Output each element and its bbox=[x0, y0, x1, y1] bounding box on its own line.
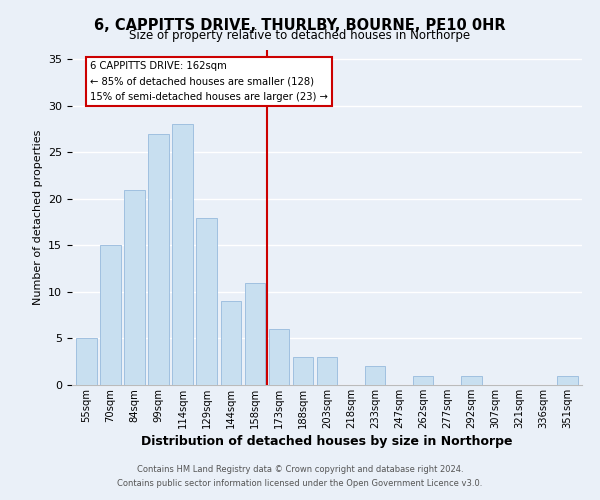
Bar bbox=[461, 376, 482, 385]
X-axis label: Distribution of detached houses by size in Northorpe: Distribution of detached houses by size … bbox=[141, 435, 513, 448]
Y-axis label: Number of detached properties: Number of detached properties bbox=[32, 130, 43, 305]
Bar bbox=[557, 376, 578, 385]
Bar bbox=[365, 366, 385, 385]
Bar bbox=[317, 357, 337, 385]
Bar bbox=[221, 301, 241, 385]
Text: 6, CAPPITTS DRIVE, THURLBY, BOURNE, PE10 0HR: 6, CAPPITTS DRIVE, THURLBY, BOURNE, PE10… bbox=[94, 18, 506, 32]
Text: 6 CAPPITTS DRIVE: 162sqm
← 85% of detached houses are smaller (128)
15% of semi-: 6 CAPPITTS DRIVE: 162sqm ← 85% of detach… bbox=[90, 61, 328, 102]
Bar bbox=[413, 376, 433, 385]
Bar bbox=[148, 134, 169, 385]
Bar bbox=[76, 338, 97, 385]
Bar bbox=[245, 282, 265, 385]
Bar bbox=[196, 218, 217, 385]
Bar bbox=[100, 246, 121, 385]
Bar bbox=[269, 329, 289, 385]
Text: Contains HM Land Registry data © Crown copyright and database right 2024.
Contai: Contains HM Land Registry data © Crown c… bbox=[118, 466, 482, 487]
Bar bbox=[172, 124, 193, 385]
Text: Size of property relative to detached houses in Northorpe: Size of property relative to detached ho… bbox=[130, 29, 470, 42]
Bar bbox=[124, 190, 145, 385]
Bar bbox=[293, 357, 313, 385]
